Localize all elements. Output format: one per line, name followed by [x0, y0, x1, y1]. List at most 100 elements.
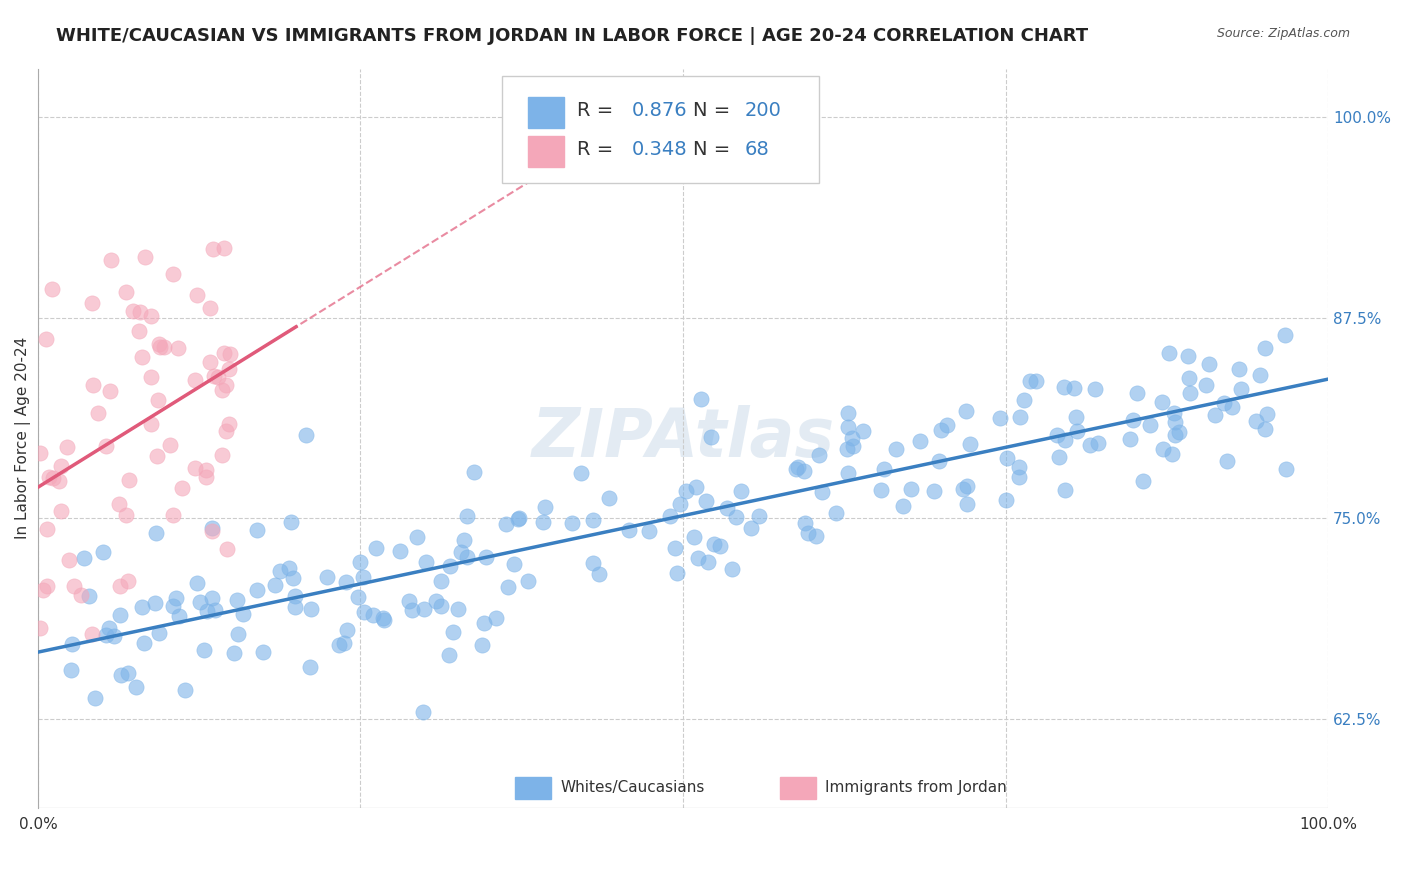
- Point: [425, 594, 447, 608]
- Point: [1164, 427, 1187, 442]
- Point: [117, 665, 139, 680]
- FancyBboxPatch shape: [502, 76, 818, 183]
- Point: [659, 509, 682, 524]
- Point: [77, 590, 100, 604]
- Point: [837, 407, 859, 421]
- Point: [70, 589, 93, 603]
- Point: [295, 428, 318, 442]
- Point: [195, 604, 218, 618]
- Point: [824, 507, 846, 521]
- Point: [429, 574, 451, 588]
- Point: [49, 458, 72, 473]
- Point: [1066, 424, 1088, 438]
- Point: [1063, 381, 1085, 395]
- Point: [405, 530, 427, 544]
- Point: [450, 545, 472, 559]
- Point: [42, 471, 65, 485]
- Point: [695, 494, 717, 508]
- Point: [284, 600, 307, 615]
- Point: [810, 485, 832, 500]
- Point: [152, 340, 174, 354]
- Point: [1132, 474, 1154, 488]
- Point: [139, 369, 162, 384]
- Point: [269, 564, 291, 578]
- Point: [561, 516, 583, 531]
- Point: [1230, 382, 1253, 396]
- Point: [472, 615, 495, 630]
- Point: [167, 609, 190, 624]
- Point: [740, 521, 762, 535]
- Point: [103, 629, 125, 643]
- Point: [96, 627, 118, 641]
- Point: [98, 621, 121, 635]
- Point: [936, 417, 959, 432]
- Point: [246, 523, 269, 537]
- Point: [1254, 422, 1277, 436]
- Point: [73, 550, 96, 565]
- Point: [63, 579, 86, 593]
- Point: [1047, 450, 1070, 464]
- Point: [1139, 417, 1161, 432]
- Point: [870, 483, 893, 497]
- Point: [148, 626, 170, 640]
- Point: [793, 463, 815, 477]
- Point: [709, 539, 731, 553]
- Point: [211, 383, 233, 397]
- Point: [1152, 395, 1174, 409]
- Point: [82, 377, 104, 392]
- Point: [1194, 377, 1216, 392]
- Point: [214, 378, 236, 392]
- Point: [1159, 346, 1181, 360]
- Point: [664, 541, 686, 555]
- Y-axis label: In Labor Force | Age 20-24: In Labor Force | Age 20-24: [15, 337, 31, 540]
- Point: [281, 571, 304, 585]
- Point: [1216, 453, 1239, 467]
- Point: [995, 493, 1018, 508]
- Point: [200, 301, 222, 315]
- Point: [226, 627, 249, 641]
- Point: [108, 607, 131, 622]
- Point: [1177, 349, 1199, 363]
- Point: [125, 680, 148, 694]
- Point: [720, 562, 742, 576]
- Point: [59, 663, 82, 677]
- Point: [456, 549, 478, 564]
- Point: [200, 355, 222, 369]
- Point: [35, 332, 58, 346]
- Point: [682, 530, 704, 544]
- Point: [675, 483, 697, 498]
- Point: [48, 475, 70, 489]
- Point: [794, 516, 817, 530]
- Point: [159, 438, 181, 452]
- Point: [352, 569, 374, 583]
- Point: [786, 460, 808, 475]
- Point: [188, 595, 211, 609]
- Point: [1084, 382, 1107, 396]
- Point: [218, 417, 240, 431]
- Point: [1010, 409, 1032, 424]
- Point: [145, 449, 167, 463]
- Point: [347, 591, 370, 605]
- Point: [1053, 433, 1076, 447]
- Point: [956, 497, 979, 511]
- Point: [84, 691, 107, 706]
- Point: [218, 362, 240, 376]
- Point: [437, 648, 460, 662]
- Point: [928, 454, 950, 468]
- Point: [222, 646, 245, 660]
- Point: [162, 508, 184, 522]
- Point: [56, 440, 79, 454]
- Point: [1053, 380, 1076, 394]
- Point: [202, 242, 225, 256]
- Point: [108, 497, 131, 511]
- Text: WHITE/CAUCASIAN VS IMMIGRANTS FROM JORDAN IN LABOR FORCE | AGE 20-24 CORRELATION: WHITE/CAUCASIAN VS IMMIGRANTS FROM JORDA…: [56, 27, 1088, 45]
- Point: [129, 305, 152, 319]
- Point: [131, 600, 153, 615]
- Point: [955, 404, 977, 418]
- Point: [884, 442, 907, 457]
- Point: [184, 460, 207, 475]
- Point: [115, 508, 138, 522]
- Point: [696, 555, 718, 569]
- Point: [215, 542, 238, 557]
- Text: N =: N =: [693, 101, 737, 120]
